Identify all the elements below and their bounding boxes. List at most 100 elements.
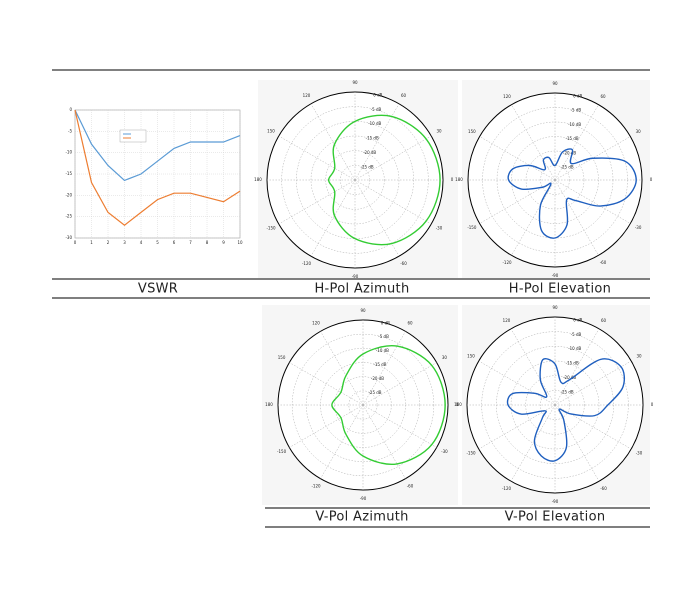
theta-tick-label: -150 <box>266 226 276 231</box>
theta-tick-label: 180 <box>265 402 273 407</box>
r-tick-label: 0 dB <box>373 92 382 97</box>
theta-tick-label: -30 <box>436 226 443 231</box>
theta-tick-label: 60 <box>600 94 606 99</box>
theta-tick-label: 150 <box>278 355 286 360</box>
theta-tick-label: 120 <box>503 94 511 99</box>
r-tick-label: -5 dB <box>571 332 582 337</box>
r-tick-label: 0 dB <box>381 320 390 325</box>
theta-tick-label: -30 <box>636 451 643 456</box>
caption: VSWR <box>138 282 178 297</box>
grid-spoke <box>278 179 356 225</box>
y-tick-label: -20 <box>65 192 72 197</box>
grid-spoke <box>289 404 364 448</box>
theta-tick-label: -120 <box>502 260 512 265</box>
theta-tick-label: -60 <box>400 261 407 266</box>
x-tick-label: 6 <box>173 240 176 245</box>
grid-spoke <box>554 328 600 406</box>
r-tick-label: -25 dB <box>561 165 574 170</box>
theta-tick-label: -150 <box>277 449 287 454</box>
grid-ring <box>540 390 570 420</box>
grid-spoke <box>362 404 437 448</box>
theta-tick-label: -30 <box>635 225 642 230</box>
grid-spoke <box>554 179 631 224</box>
theta-tick-label: 30 <box>636 354 642 359</box>
r-tick-label: -5 dB <box>571 108 582 113</box>
grid-spoke <box>320 331 364 406</box>
r-tick-label: -5 dB <box>378 334 389 339</box>
grid-spoke <box>310 103 356 181</box>
theta-tick-label: -60 <box>600 486 607 491</box>
theta-tick-label: -90 <box>360 496 367 501</box>
grid-spoke <box>354 135 432 181</box>
theta-tick-label: -150 <box>466 451 476 456</box>
grid-ring <box>325 150 385 210</box>
y-tick-label: -10 <box>65 150 72 155</box>
theta-tick-label: -120 <box>302 261 312 266</box>
r-tick-label: -15 dB <box>373 362 386 367</box>
grid-spoke <box>478 360 556 406</box>
series-line <box>74 109 241 182</box>
theta-tick-label: -60 <box>407 483 414 488</box>
r-tick-label: -10 dB <box>568 346 581 351</box>
theta-tick-label: 180 <box>254 177 262 182</box>
theta-tick-label: -30 <box>441 449 448 454</box>
grid-ring <box>525 375 585 435</box>
series-line <box>74 109 241 226</box>
theta-tick-label: -120 <box>502 486 512 491</box>
grid-spoke <box>478 404 556 450</box>
grid-ring <box>540 165 570 195</box>
grid-spoke <box>320 404 364 479</box>
caption: V-Pol Azimuth <box>315 510 408 525</box>
theta-tick-label: 0 <box>651 402 654 407</box>
x-tick-label: 3 <box>123 240 126 245</box>
r-tick-label: -25 dB <box>561 390 574 395</box>
r-tick-label: 0 dB <box>573 317 582 322</box>
r-tick-label: -20 dB <box>563 375 576 380</box>
theta-tick-label: 90 <box>352 80 358 85</box>
grid-ring <box>291 333 435 477</box>
y-tick-label: 0 <box>69 107 72 112</box>
x-tick-label: 5 <box>156 240 159 245</box>
theta-tick-label: 150 <box>267 129 275 134</box>
grid-spoke <box>554 179 599 256</box>
theta-tick-label: -90 <box>352 274 359 279</box>
grid-ring <box>496 346 614 464</box>
r-tick-label: -15 dB <box>366 136 379 141</box>
pattern-curve <box>331 345 446 465</box>
x-tick-label: 8 <box>206 240 209 245</box>
y-tick-label: -30 <box>65 235 72 240</box>
grid-spoke <box>554 360 632 406</box>
grid-ring <box>525 150 585 210</box>
grid-ring <box>306 348 420 462</box>
caption: V-Pol Elevation <box>505 510 606 525</box>
theta-tick-label: 60 <box>601 318 607 323</box>
grid-spoke <box>310 179 356 257</box>
pattern-curve <box>506 358 626 462</box>
theta-tick-label: 180 <box>455 177 463 182</box>
grid-spoke <box>511 179 556 256</box>
legend <box>119 129 147 143</box>
grid-spoke <box>354 179 432 225</box>
grid-spoke <box>362 404 406 479</box>
pattern-curve <box>327 114 441 246</box>
pattern-curve <box>507 148 637 239</box>
theta-tick-label: 90 <box>552 305 558 310</box>
grid-spoke <box>554 404 632 450</box>
grid-ring <box>310 135 400 225</box>
grid-ring <box>348 390 378 420</box>
theta-tick-label: -150 <box>467 225 477 230</box>
theta-tick-label: 30 <box>436 129 442 134</box>
x-tick-label: 10 <box>237 240 243 245</box>
y-tick-label: -5 <box>68 128 72 133</box>
theta-tick-label: -90 <box>552 499 559 504</box>
theta-tick-label: 90 <box>552 81 558 86</box>
y-tick-label: -25 <box>65 214 72 219</box>
grid-spoke <box>511 104 556 181</box>
r-tick-label: -20 dB <box>371 376 384 381</box>
theta-tick-label: 150 <box>467 354 475 359</box>
theta-tick-label: 0 <box>456 402 459 407</box>
theta-tick-label: 60 <box>401 93 407 98</box>
grid-spoke <box>289 362 364 406</box>
r-tick-label: -25 dB <box>361 165 374 170</box>
